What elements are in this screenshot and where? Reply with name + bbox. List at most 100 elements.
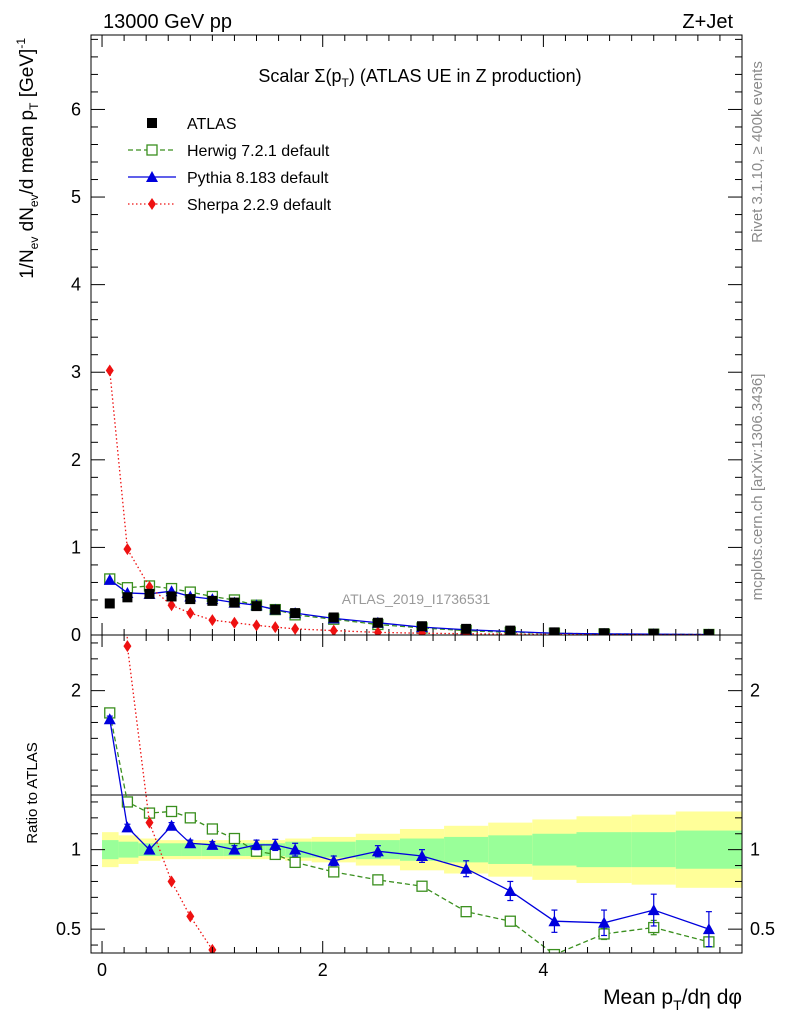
ratio-point-pythia: [598, 916, 611, 928]
ratio-point-sherpa: [145, 816, 154, 829]
main-series-layer: [103, 364, 715, 635]
ratio-band-inner: [444, 836, 489, 863]
x-tick-label: 2: [318, 960, 328, 980]
main-point-atlas: [207, 595, 218, 606]
main-point-atlas: [372, 617, 383, 628]
legend-marker-atlas: [147, 118, 157, 128]
ratio-point-herwig: [548, 948, 561, 953]
analysis-watermark: ATLAS_2019_I1736531: [342, 591, 491, 607]
ratio-band-inner: [285, 841, 312, 858]
ratio-point-herwig: [416, 880, 428, 892]
ratio-point-pythia: [184, 837, 197, 849]
mcplots-label: mcplots.cern.ch [arXiv:1306.3436]: [749, 374, 766, 601]
ratio-y-tick-label-right: 1: [750, 840, 760, 860]
main-point-sherpa: [271, 621, 280, 634]
ratio-y-tick-label: 2: [71, 681, 81, 701]
header-energy-label: 13000 GeV pp: [103, 11, 232, 33]
legend-entry-atlas: ATLAS: [147, 116, 237, 133]
ratio-band-inner: [532, 833, 577, 866]
main-point-atlas: [290, 608, 301, 619]
ratio-y-tick-labels: 0.5 0.5 1 1 2 2: [56, 681, 775, 940]
ratio-point-sherpa: [186, 910, 195, 923]
ratio-band-inner: [631, 832, 676, 868]
legend-label-sherpa: Sherpa 2.2.9 default: [187, 197, 332, 214]
ratio-point-herwig: [184, 812, 196, 824]
ratio-point-herwig: [289, 856, 301, 869]
ratio-y-axis-label: Ratio to ATLAS: [24, 742, 41, 843]
ratio-axis-ticks: [91, 635, 743, 953]
ratio-point-pythia: [327, 854, 340, 866]
ratio-point-pythia: [121, 821, 134, 833]
main-point-sherpa: [291, 622, 300, 635]
main-point-atlas: [144, 588, 155, 599]
main-point-atlas: [229, 597, 240, 608]
legend-label-herwig: Herwig 7.2.1 default: [187, 143, 330, 160]
main-y-tick-label: 0: [71, 625, 81, 645]
main-point-atlas: [251, 601, 262, 612]
ratio-point-sherpa: [123, 640, 132, 653]
legend-entry-sherpa: Sherpa 2.2.9 default: [128, 197, 332, 214]
ratio-point-pythia: [165, 819, 178, 831]
main-point-atlas: [648, 628, 659, 635]
main-point-atlas: [703, 629, 714, 635]
ratio-band-inner: [160, 843, 182, 857]
ratio-point-herwig: [328, 866, 340, 878]
legend-marker-herwig: [146, 144, 158, 156]
main-point-sherpa: [329, 624, 338, 635]
main-point-atlas: [461, 623, 472, 634]
main-point-atlas: [185, 594, 196, 605]
x-tick-label: 0: [97, 960, 107, 980]
ratio-y-tick-label-right: 2: [750, 681, 760, 701]
main-point-atlas: [417, 621, 428, 632]
legend-label-pythia: Pythia 8.183 default: [187, 170, 329, 187]
main-title: Scalar Σ(pT) (ATLAS UE in Z production): [258, 66, 581, 90]
ratio-point-pythia: [416, 850, 429, 862]
ratio-point-herwig: [165, 805, 178, 818]
ratio-point-pythia: [371, 845, 384, 857]
main-point-atlas: [166, 591, 177, 602]
ratio-point-pythia: [206, 838, 219, 850]
ratio-line-sherpa: [126, 635, 213, 951]
ratio-point-pythia: [504, 884, 517, 896]
main-point-atlas: [328, 612, 339, 623]
main-y-tick-label: 5: [71, 187, 81, 207]
ratio-point-sherpa: [167, 875, 176, 888]
ratio-point-pythia: [250, 838, 263, 850]
legend-entry-pythia: Pythia 8.183 default: [128, 170, 329, 187]
ratio-point-pythia: [143, 843, 156, 855]
ratio-y-tick-label: 1: [71, 840, 81, 860]
ratio-band-inner: [102, 840, 119, 860]
main-y-tick-label: 4: [71, 275, 81, 295]
ratio-band-inner: [576, 832, 632, 868]
ratio-point-pythia: [228, 843, 241, 855]
ratio-point-herwig: [143, 807, 156, 819]
ratio-point-pythia: [289, 843, 302, 855]
ratio-point-pythia: [548, 915, 561, 927]
ratio-band-inner: [118, 841, 139, 858]
main-axis-ticks: [91, 35, 743, 636]
main-point-sherpa: [230, 616, 239, 629]
ratio-y-tick-label: 0.5: [56, 919, 81, 939]
main-y-tick-label: 2: [71, 450, 81, 470]
legend: ATLAS Herwig 7.2.1 default Pythia 8.183 …: [128, 116, 332, 214]
ratio-point-herwig: [504, 915, 516, 927]
main-point-sherpa: [105, 364, 114, 377]
main-point-atlas: [104, 598, 115, 609]
ratio-band-inner: [488, 835, 533, 864]
main-y-tick-label: 3: [71, 362, 81, 382]
main-y-tick-labels: 0 1 2 3 4 5 6: [71, 99, 81, 645]
main-line-pythia: [109, 579, 709, 635]
main-y-axis-label: 1/Nev dNev/d mean pT [GeV]-1: [14, 38, 41, 279]
x-tick-labels: 0 2 4: [97, 960, 548, 980]
main-point-sherpa: [208, 614, 217, 627]
header-process-label: Z+Jet: [682, 11, 733, 33]
ratio-point-pythia: [269, 838, 282, 850]
main-point-atlas: [599, 628, 610, 635]
main-point-sherpa: [167, 599, 176, 612]
ratio-point-pythia: [702, 923, 715, 935]
ratio-panel-frame: [90, 634, 743, 954]
ratio-point-pythia: [103, 713, 116, 725]
main-point-atlas: [270, 604, 281, 615]
ratio-y-tick-label-right: 0.5: [750, 919, 775, 939]
